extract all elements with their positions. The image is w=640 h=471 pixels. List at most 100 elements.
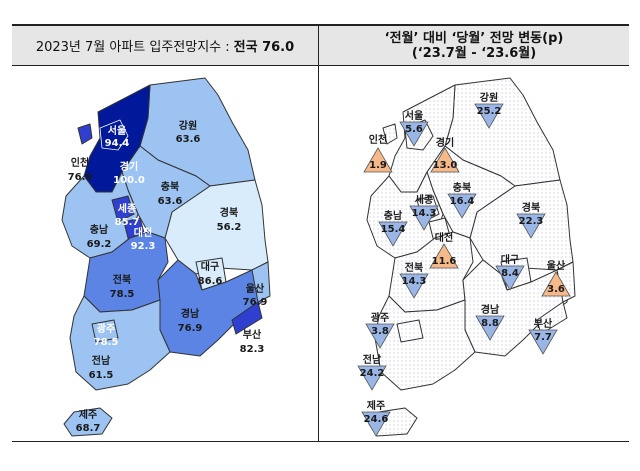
marker-gwangju-down-icon bbox=[365, 323, 395, 349]
left-map bbox=[61, 77, 271, 437]
rlabel-gyeonggi-name: 경기 bbox=[436, 136, 454, 149]
rlabel-busan-value: 7.7 bbox=[534, 332, 552, 343]
marker-jeju-down-icon bbox=[361, 411, 391, 437]
label-jeonnam-name: 전남 bbox=[92, 354, 111, 367]
label-busan-name: 부산 bbox=[243, 328, 262, 341]
label-gangwon-name: 강원 bbox=[179, 119, 197, 132]
rlabel-jeonnam-name: 전남 bbox=[363, 353, 382, 366]
region-sejong bbox=[111, 195, 135, 223]
label-gyeongbuk-value: 56.2 bbox=[217, 222, 242, 233]
rlabel-gwangju-name: 광주 bbox=[371, 312, 389, 324]
panel-divider bbox=[318, 66, 319, 442]
label-gangwon-value: 63.6 bbox=[176, 134, 201, 145]
rlabel-jeonnam-value: 24.2 bbox=[360, 368, 385, 379]
right-map-labels: 서울 5.6 인천 1.9 경기 13.0 강원 25.2 충북 16.4 세종… bbox=[360, 91, 566, 425]
label-chungnam-value: 69.2 bbox=[87, 239, 112, 250]
rregion-chungnam bbox=[366, 171, 444, 259]
rlabel-gyeonggi-value: 13.0 bbox=[433, 160, 458, 171]
rlabel-jeju-value: 24.6 bbox=[364, 414, 389, 425]
rlabel-daegu-name: 대구 bbox=[501, 253, 519, 266]
label-jeju-name: 제주 bbox=[79, 408, 97, 421]
marker-gyeonggi-up-icon bbox=[430, 147, 460, 173]
rlabel-daegu-value: 8.4 bbox=[501, 268, 519, 279]
rlabel-gangwon-value: 25.2 bbox=[477, 106, 502, 117]
region-incheon bbox=[77, 123, 93, 145]
region-jeju bbox=[63, 407, 113, 437]
marker-gangwon-down-icon bbox=[474, 103, 504, 129]
marker-chungbuk-down-icon bbox=[447, 193, 477, 219]
marker-daejeon-up-icon bbox=[429, 243, 459, 269]
label-daegu-value: 86.6 bbox=[198, 276, 223, 287]
label-incheon-value: 76.9 bbox=[68, 172, 93, 183]
rlabel-jeonbuk-value: 14.3 bbox=[402, 276, 427, 287]
marker-sejong-down-icon bbox=[409, 205, 439, 231]
right-panel-title: ‘전월’ 대비 ‘당월’ 전망 변동(p) (‘23.7월 - ‘23.6월) bbox=[318, 24, 629, 66]
label-gwangju-value: 78.5 bbox=[94, 337, 119, 348]
label-ulsan-name: 울산 bbox=[246, 282, 265, 295]
right-map-markers bbox=[357, 103, 571, 437]
region-gwangju bbox=[91, 319, 119, 343]
region-seoul bbox=[99, 119, 129, 151]
right-title-line1: ‘전월’ 대비 ‘당월’ 전망 변동(p) bbox=[384, 30, 564, 46]
label-jeonbuk-name: 전북 bbox=[113, 273, 131, 286]
marker-ulsan-up-icon bbox=[541, 271, 571, 297]
label-chungbuk-name: 충북 bbox=[161, 180, 179, 193]
rlabel-gyeongbuk-name: 경북 bbox=[522, 201, 540, 214]
right-map bbox=[366, 77, 576, 437]
label-gwangju-name: 광주 bbox=[97, 323, 115, 335]
rlabel-incheon-name: 인천 bbox=[369, 133, 387, 146]
rlabel-seoul-name: 서울 bbox=[405, 109, 423, 122]
national-index-value: 전국 76.0 bbox=[233, 40, 295, 55]
region-busan bbox=[231, 301, 263, 335]
marker-gyeongbuk-down-icon bbox=[516, 213, 546, 239]
bottom-rule bbox=[12, 441, 629, 442]
rlabel-ulsan-name: 울산 bbox=[547, 259, 566, 272]
label-incheon-name: 인천 bbox=[71, 156, 89, 169]
rlabel-sejong-name: 세종 bbox=[415, 193, 433, 206]
marker-chungnam-down-icon bbox=[378, 221, 408, 247]
rlabel-busan-name: 부산 bbox=[534, 317, 553, 330]
rlabel-gyeongbuk-value: 22.3 bbox=[519, 216, 544, 227]
label-jeonnam-value: 61.5 bbox=[89, 370, 114, 381]
label-daejeon-value: 92.3 bbox=[131, 241, 156, 252]
rlabel-gwangju-value: 3.8 bbox=[371, 326, 389, 337]
left-panel-title: 2023년 7월 아파트 입주전망지수 : 전국 76.0 bbox=[12, 24, 318, 66]
label-sejong-name: 세종 bbox=[118, 202, 136, 215]
label-busan-value: 82.3 bbox=[240, 344, 265, 355]
label-seoul-name: 서울 bbox=[108, 124, 126, 137]
marker-busan-down-icon bbox=[528, 329, 558, 355]
rlabel-jeju-name: 제주 bbox=[367, 399, 385, 412]
label-ulsan-value: 76.9 bbox=[243, 297, 268, 308]
marker-incheon-up-icon bbox=[363, 147, 393, 173]
marker-jeonbuk-down-icon bbox=[399, 273, 429, 299]
rregion-incheon bbox=[382, 123, 398, 145]
rlabel-chungnam-name: 충남 bbox=[384, 209, 403, 222]
label-jeju-value: 68.7 bbox=[76, 423, 101, 434]
rlabel-incheon-value: 1.9 bbox=[369, 160, 387, 171]
label-gyeongnam-name: 경남 bbox=[181, 307, 200, 320]
right-title-line2: (‘23.7월 - ‘23.6월) bbox=[411, 45, 537, 61]
rlabel-ulsan-value: 3.6 bbox=[547, 284, 565, 295]
rlabel-chungbuk-name: 충북 bbox=[453, 181, 471, 194]
label-sejong-value: 85.7 bbox=[115, 217, 140, 228]
rlabel-daejeon-name: 대전 bbox=[435, 231, 453, 244]
left-title-prefix: 2023년 7월 아파트 입주전망지수 : bbox=[35, 40, 230, 55]
marker-gyeongnam-down-icon bbox=[475, 315, 505, 341]
rlabel-gyeongnam-name: 경남 bbox=[481, 303, 500, 316]
marker-jeonnam-down-icon bbox=[357, 365, 387, 391]
label-seoul-value: 94.4 bbox=[105, 138, 130, 149]
region-ulsan bbox=[251, 261, 271, 303]
label-gyeonggi-name: 경기 bbox=[120, 160, 138, 173]
marker-seoul-down-icon bbox=[399, 121, 429, 147]
label-daegu-name: 대구 bbox=[201, 260, 219, 273]
rlabel-jeonbuk-name: 전북 bbox=[405, 261, 423, 274]
label-daejeon-name: 대전 bbox=[134, 226, 152, 239]
label-jeonbuk-value: 78.5 bbox=[110, 289, 135, 300]
rlabel-chungnam-value: 15.4 bbox=[381, 224, 406, 235]
label-chungnam-name: 충남 bbox=[90, 223, 109, 236]
rlabel-seoul-value: 5.6 bbox=[405, 124, 423, 135]
rlabel-daejeon-value: 11.6 bbox=[432, 256, 457, 267]
rlabel-chungbuk-value: 16.4 bbox=[450, 196, 475, 207]
label-gyeonggi-value: 100.0 bbox=[113, 175, 145, 186]
